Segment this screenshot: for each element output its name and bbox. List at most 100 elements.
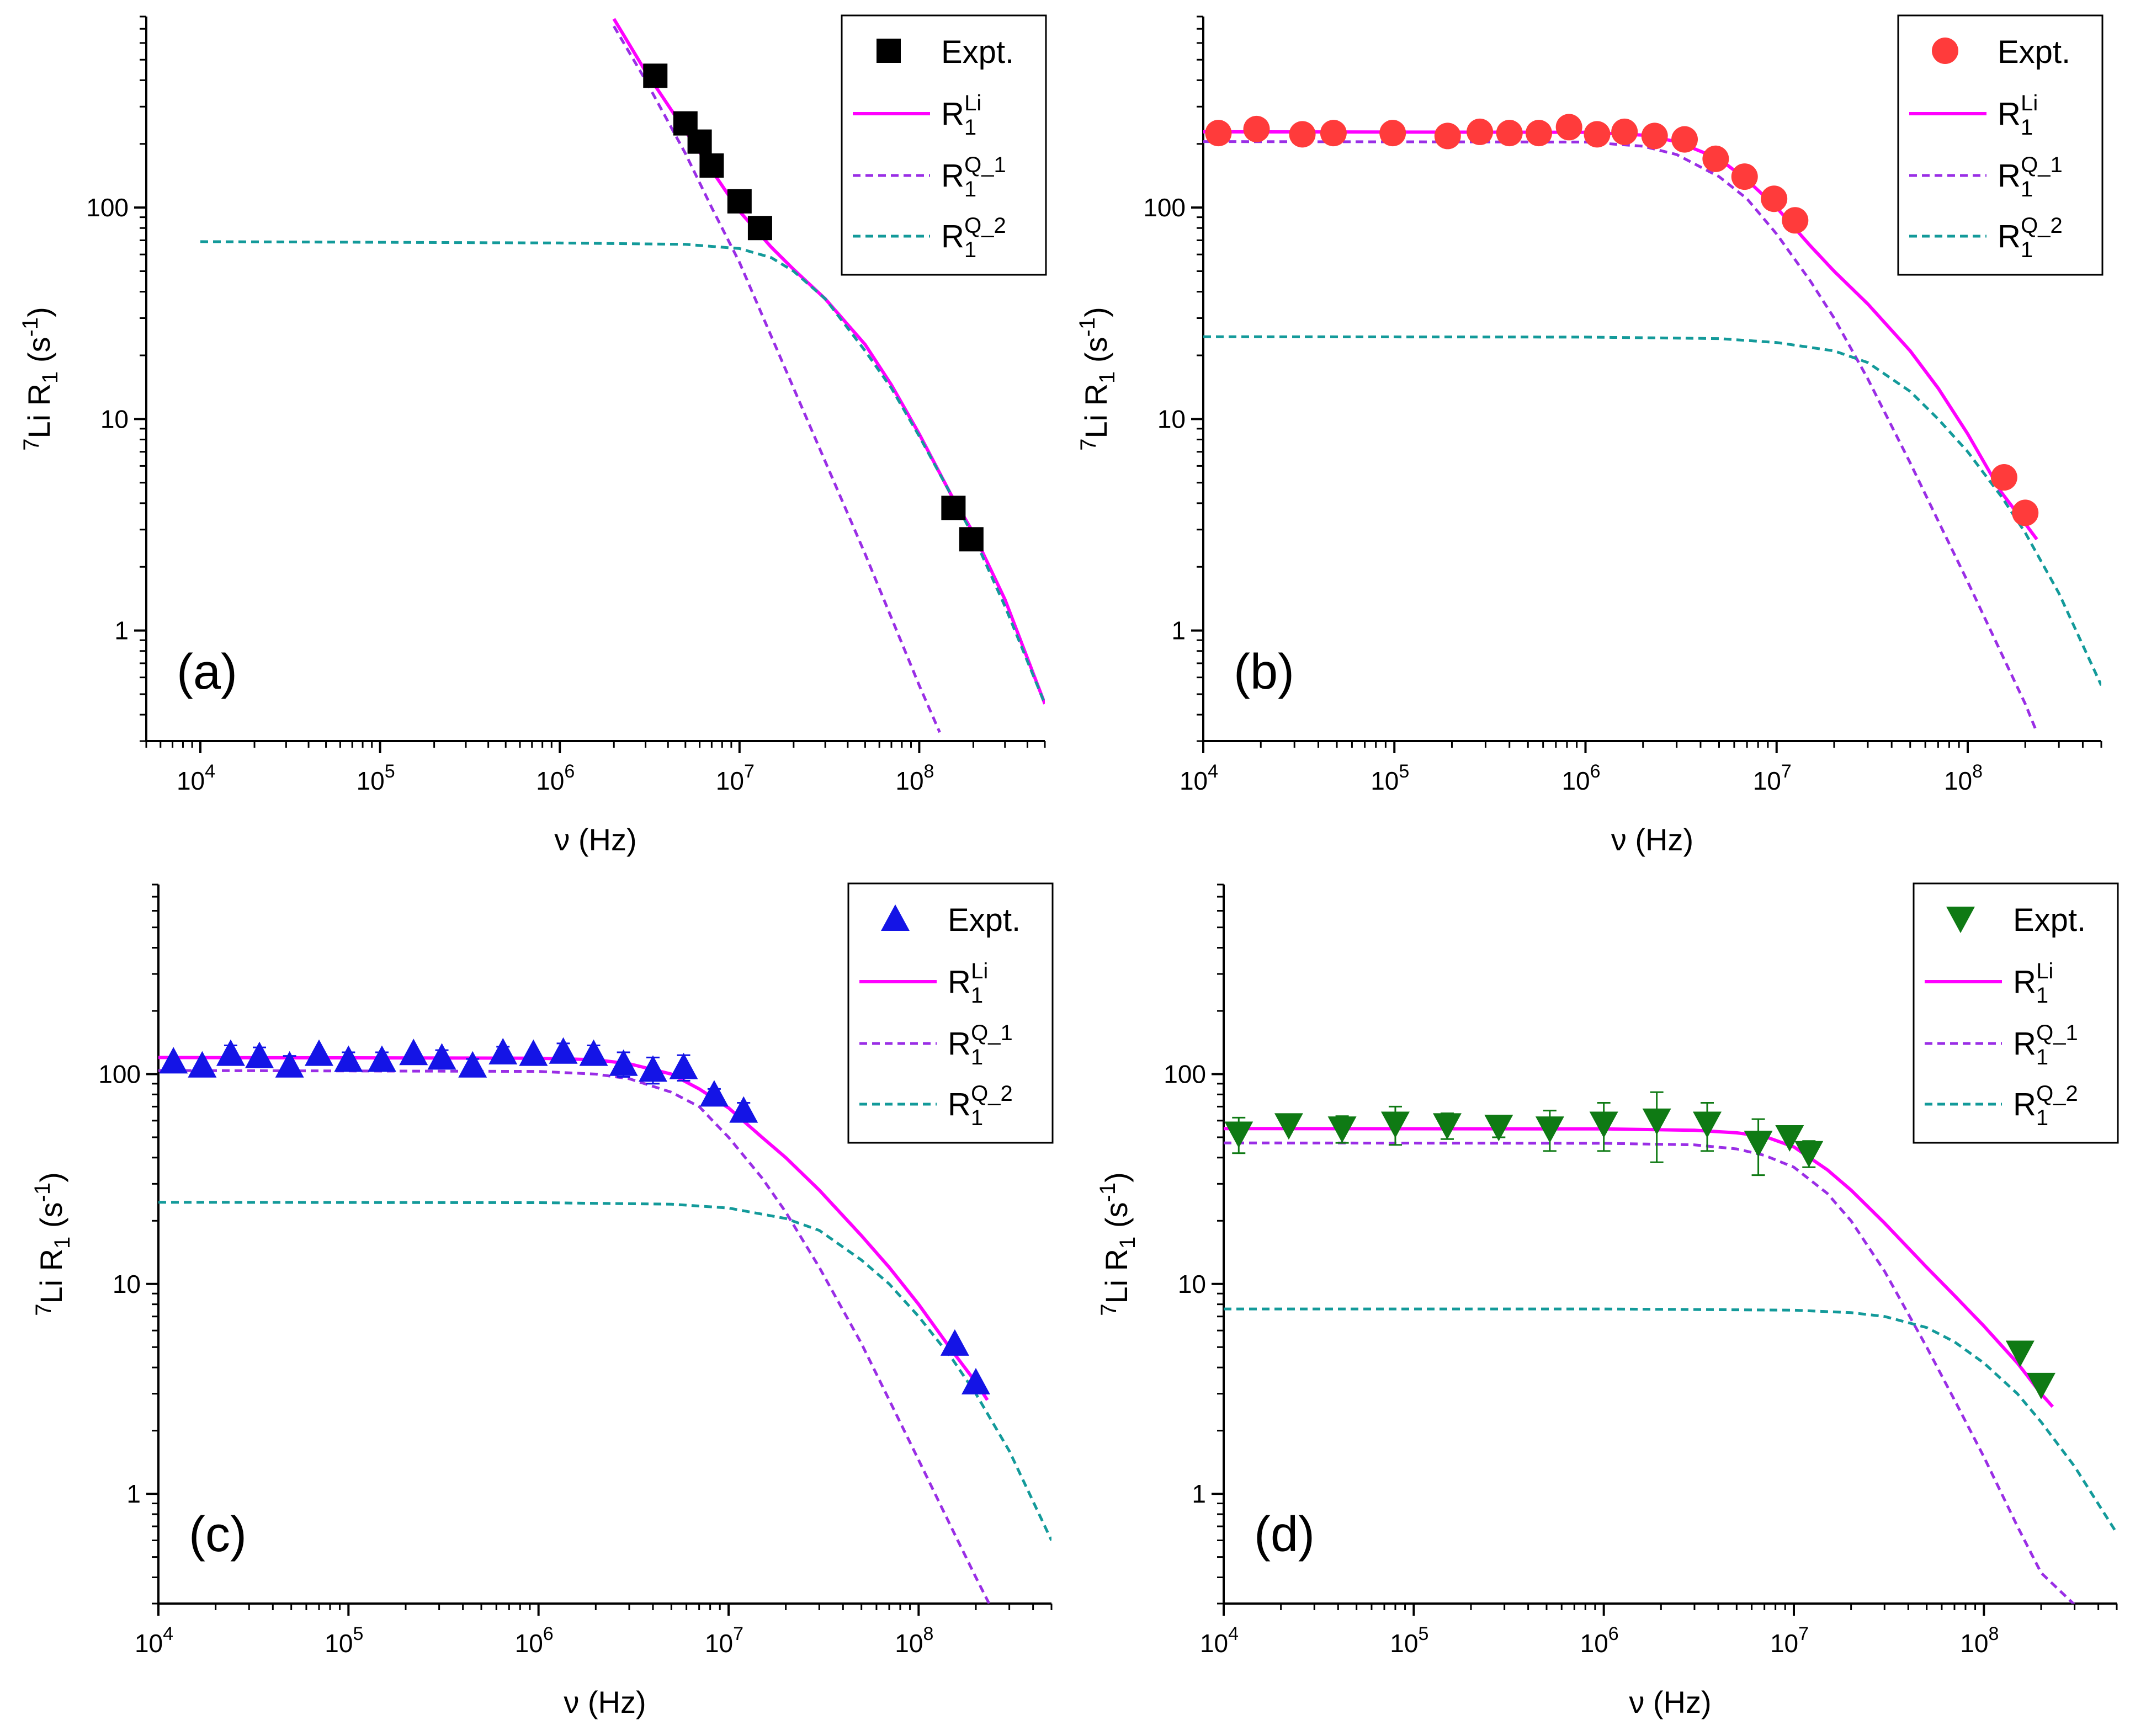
legend-marker-expt [877, 39, 901, 63]
x-tick-label: 104 [1200, 1623, 1239, 1658]
data-point [1432, 1113, 1462, 1140]
y-tick-label: 1 [114, 616, 129, 645]
data-point [427, 1043, 456, 1070]
legend: Expt. R1Li R1Q_1 R1Q_2 [841, 14, 1047, 276]
data-point [1702, 145, 1729, 172]
legend-frame [1913, 882, 2119, 1144]
data-point [2005, 1340, 2035, 1367]
x-tick-label: 107 [1770, 1623, 1809, 1658]
legend-frame [1897, 14, 2104, 276]
data-point [1744, 1131, 1773, 1158]
x-tick-label: 108 [895, 761, 934, 795]
data-point [1327, 1116, 1357, 1143]
panel-label: (a) [177, 645, 237, 700]
x-tick-label: 108 [895, 1623, 933, 1658]
legend-label-rq1: R1Q_1 [948, 1021, 1013, 1069]
x-tick-label: 106 [1561, 761, 1600, 795]
data-point [1289, 121, 1316, 148]
data-point [1761, 185, 1788, 212]
y-tick-label: 10 [100, 404, 129, 433]
legend: Expt. R1Li R1Q_1 R1Q_2 [847, 882, 1054, 1144]
plot-area [158, 1037, 1051, 1604]
data-point [1535, 1116, 1564, 1143]
x-tick-label: 107 [716, 761, 755, 795]
data-point [245, 1041, 274, 1068]
series-line-r1q-1 [158, 1069, 991, 1604]
y-axis-label: 7Li R1 (s-1) [18, 307, 62, 451]
data-point [1496, 120, 1523, 147]
data-point [643, 63, 668, 88]
legend-label-rli: R1Li [1998, 91, 2038, 140]
x-axis-label: ν (Hz) [554, 822, 636, 857]
y-tick-label: 100 [86, 193, 129, 222]
data-point [609, 1049, 638, 1076]
plot-area [200, 18, 1045, 733]
legend-label-rq2: R1Q_2 [941, 214, 1006, 262]
legend-label-expt: Expt. [948, 902, 1021, 938]
data-point [2012, 499, 2039, 526]
series-line-r1li [158, 1056, 989, 1401]
x-tick-label: 105 [325, 1623, 363, 1658]
x-tick-label: 104 [177, 761, 215, 795]
x-tick-label: 107 [705, 1623, 743, 1658]
x-axis-label: ν (Hz) [564, 1685, 646, 1719]
y-tick-label: 10 [1157, 404, 1186, 433]
data-point [1794, 1141, 1824, 1168]
legend-label-rq1: R1Q_1 [2013, 1021, 2078, 1069]
data-point [579, 1039, 608, 1066]
series-line-r1q-2 [1224, 1307, 2117, 1534]
y-axis-label: 7Li R1 (s-1) [30, 1172, 75, 1316]
x-tick-label: 105 [357, 761, 395, 795]
data-point [2026, 1372, 2055, 1399]
series-line-r1q-1 [1224, 1141, 2075, 1604]
x-axis-label: ν (Hz) [1611, 822, 1693, 857]
legend: Expt. R1Li R1Q_1 R1Q_2 [1913, 882, 2119, 1144]
chart-panel: 104 105 106 107 108 1 10 100 ν (Hz) 7Li R1 (s-1) (… [1075, 14, 2104, 857]
series-line-r1q-1 [613, 25, 941, 733]
y-tick-label: 10 [113, 1270, 141, 1298]
data-point [216, 1039, 245, 1066]
legend-label-rli: R1Li [2013, 959, 2053, 1008]
data-point [488, 1037, 518, 1064]
legend-label-rq2: R1Q_2 [1998, 214, 2063, 262]
y-axis-label: 7Li R1 (s-1) [1096, 1172, 1140, 1316]
data-point [1224, 1121, 1253, 1148]
data-point [687, 129, 712, 154]
data-point [1589, 1111, 1618, 1138]
legend-frame [841, 14, 1047, 276]
data-point [1782, 207, 1809, 234]
data-point [638, 1055, 667, 1082]
legend-marker-expt [881, 904, 910, 931]
panel-label: (c) [189, 1507, 247, 1562]
data-point [549, 1037, 578, 1064]
data-point [727, 189, 752, 214]
x-tick-label: 104 [135, 1623, 173, 1658]
x-tick-label: 107 [1753, 761, 1792, 795]
series-line-r1q-1 [1203, 140, 2038, 733]
series-line-r1li [1224, 1127, 2054, 1408]
y-tick-label: 100 [1164, 1059, 1206, 1088]
data-point [959, 527, 984, 552]
legend-frame [847, 882, 1054, 1144]
data-point [334, 1045, 363, 1072]
data-point [1274, 1113, 1303, 1140]
data-point [519, 1039, 548, 1066]
x-tick-label: 106 [1580, 1623, 1619, 1658]
data-point [1243, 115, 1270, 142]
data-point [367, 1045, 396, 1072]
data-point [1731, 163, 1758, 190]
data-point [1484, 1115, 1513, 1142]
data-point [188, 1051, 217, 1078]
series-line-r1q-2 [200, 240, 1045, 705]
data-point [1205, 120, 1232, 147]
x-tick-label: 105 [1371, 761, 1409, 795]
series-line-r1q-2 [158, 1201, 1051, 1541]
data-point [941, 496, 966, 520]
plot-area [1203, 114, 2101, 733]
panel-label: (d) [1254, 1507, 1315, 1562]
x-tick-label: 105 [1390, 1623, 1428, 1658]
y-axis-label: 7Li R1 (s-1) [1075, 307, 1119, 451]
y-tick-label: 1 [1192, 1479, 1206, 1508]
legend-label-rq1: R1Q_1 [1998, 153, 2063, 201]
